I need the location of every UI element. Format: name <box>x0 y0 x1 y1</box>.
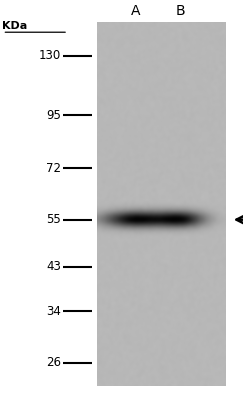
Text: A: A <box>131 4 141 18</box>
Text: 26: 26 <box>46 356 61 369</box>
Text: 34: 34 <box>46 305 61 318</box>
Text: 72: 72 <box>46 162 61 175</box>
Text: 95: 95 <box>46 109 61 122</box>
Text: 43: 43 <box>46 260 61 273</box>
Text: KDa: KDa <box>2 22 28 32</box>
Text: 55: 55 <box>46 213 61 226</box>
Text: 130: 130 <box>38 49 61 62</box>
Text: B: B <box>176 4 186 18</box>
